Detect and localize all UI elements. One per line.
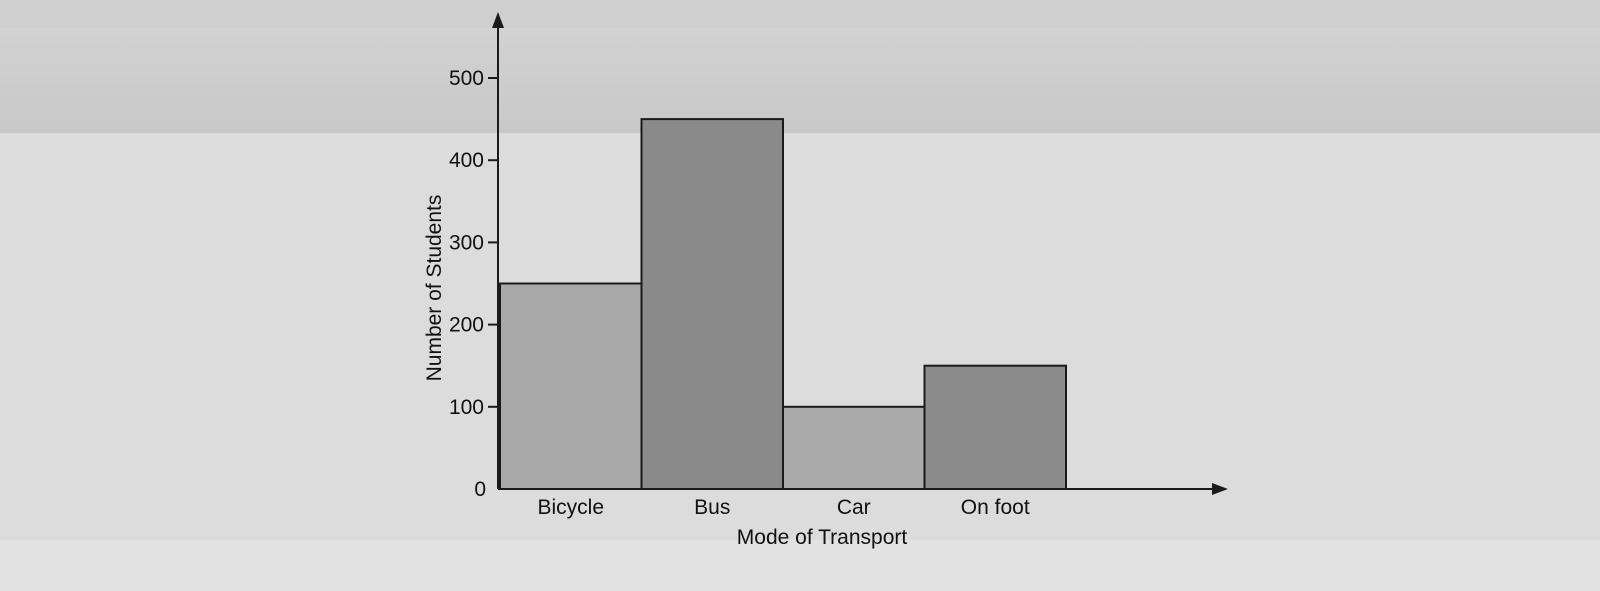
y-tick-label-400: 400 — [449, 149, 484, 172]
x-tick-label-on-foot: On foot — [961, 496, 1030, 519]
y-tick-label-200: 200 — [449, 314, 484, 337]
bar-bus — [640, 118, 784, 490]
bar-on-foot — [923, 364, 1067, 491]
y-tick-label-100: 100 — [449, 396, 484, 419]
y-tick-label-300: 300 — [449, 231, 484, 254]
y-ticks-layer: 0 100 200 300 400 500 — [449, 67, 498, 501]
x-tick-label-bus: Bus — [694, 496, 730, 519]
x-tick-label-bicycle: Bicycle — [537, 496, 604, 519]
background-band-bottom — [0, 540, 1600, 591]
y-tick-label-0: 0 — [474, 478, 486, 501]
bars-layer — [499, 118, 1067, 491]
bar-car — [782, 405, 926, 490]
x-axis-arrow — [1212, 483, 1228, 495]
bar-bicycle — [499, 282, 643, 490]
x-axis-title: Mode of Transport — [737, 526, 908, 549]
y-tick-label-500: 500 — [449, 67, 484, 90]
y-axis-title: Number of Students — [423, 195, 446, 382]
axes-layer — [492, 12, 1228, 495]
background-band-top — [0, 0, 1600, 28]
y-axis-arrow — [492, 12, 504, 28]
x-labels-layer: Bicycle Bus Car On foot — [537, 496, 1029, 519]
x-tick-label-car: Car — [837, 496, 871, 519]
background-band-header — [0, 28, 1600, 133]
